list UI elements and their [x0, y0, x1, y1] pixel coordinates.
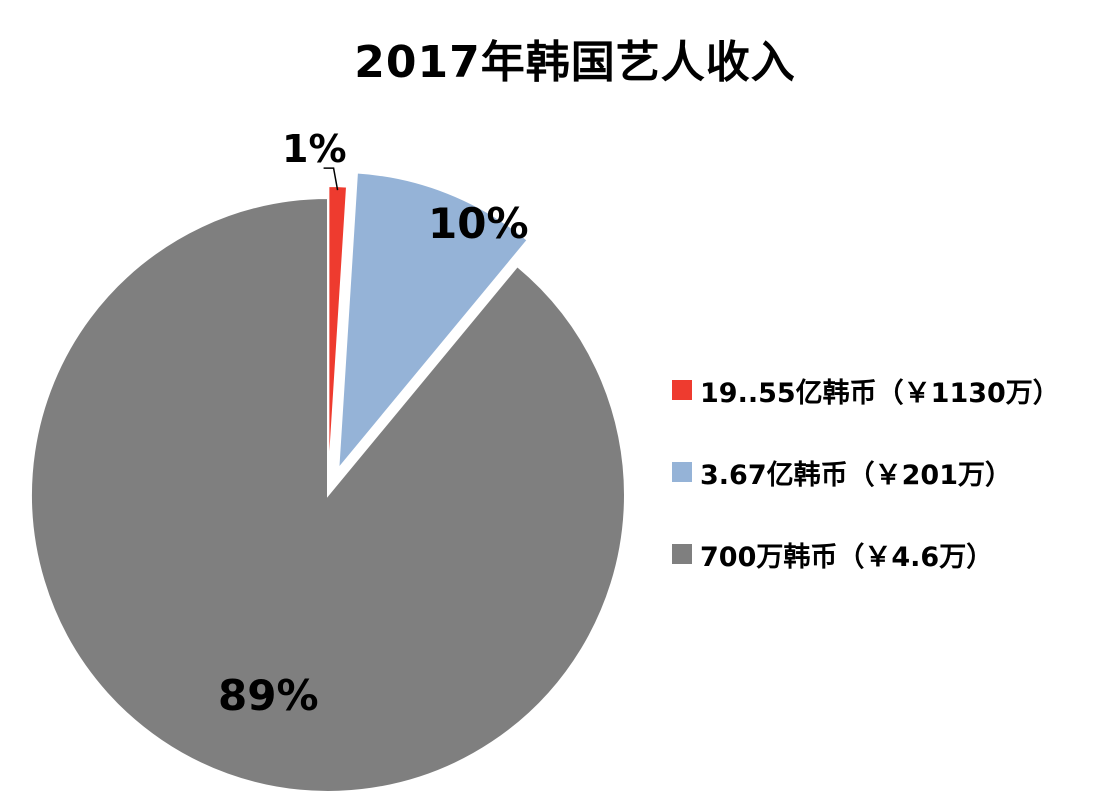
- legend-label-slice-2: 3.67亿韩币（￥201万）: [700, 459, 1012, 491]
- pie-slice-1: [327, 185, 349, 484]
- legend-item-slice-3: 700万韩币（￥4.6万）: [672, 534, 1060, 574]
- slice-label-2: 10%: [428, 199, 529, 248]
- slice-label-1: 1%: [282, 127, 347, 171]
- pie-slice-3: [30, 196, 626, 793]
- legend-label-slice-1: 19..55亿韩币（￥1130万）: [700, 377, 1060, 409]
- slice-label-3: 89%: [218, 671, 319, 720]
- chart-title: 2017年韩国艺人收入: [354, 37, 796, 88]
- legend-swatch-slice-1: [672, 380, 692, 400]
- legend-item-slice-1: 19..55亿韩币（￥1130万）: [672, 370, 1060, 410]
- legend-label-slice-3: 700万韩币（￥4.6万）: [700, 541, 994, 573]
- legend-swatch-slice-3: [672, 544, 692, 564]
- pie-slice-2: [337, 171, 530, 472]
- chart-legend: 19..55亿韩币（￥1130万） 3.67亿韩币（￥201万） 700万韩币（…: [672, 370, 1060, 616]
- leader-line-slice-1: [323, 167, 339, 191]
- legend-swatch-slice-2: [672, 462, 692, 482]
- legend-item-slice-2: 3.67亿韩币（￥201万）: [672, 452, 1060, 492]
